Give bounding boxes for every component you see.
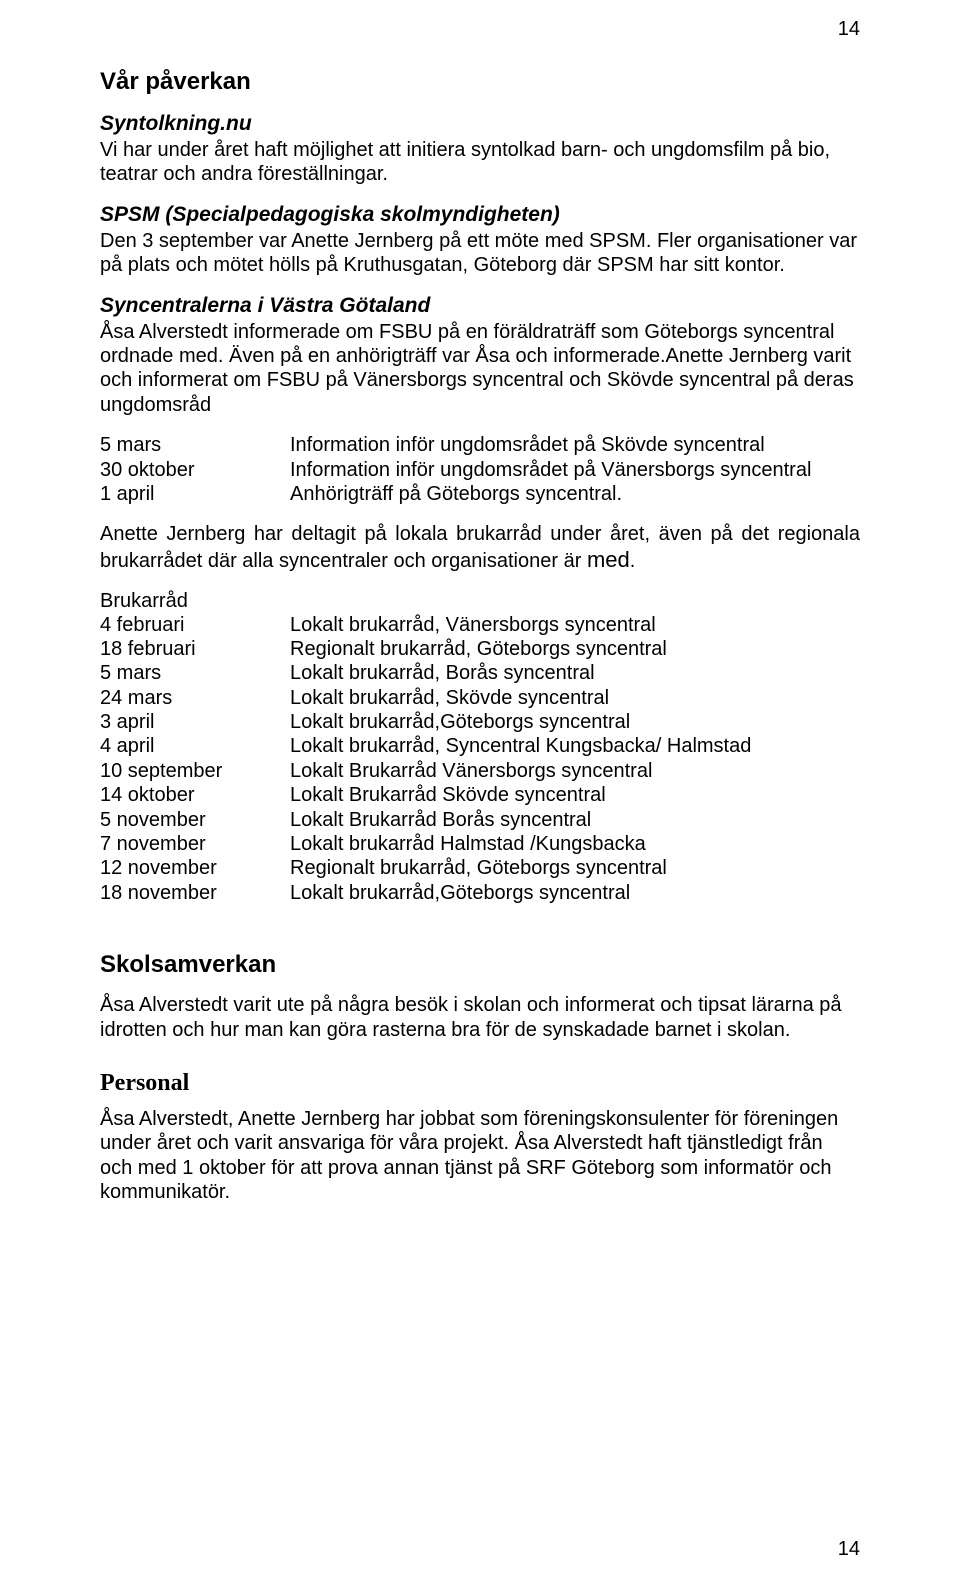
list-item: 12 novemberRegionalt brukarråd, Göteborg… [100,856,860,880]
para-brukarrad-intro-text: Anette Jernberg har deltagit på lokala b… [100,523,860,571]
list-item-date: 7 november [100,832,290,856]
list-item-desc: Lokalt brukarråd, Vänersborgs syncentral [290,613,860,637]
para-brukarrad-intro-tail: med [587,547,630,572]
list-item-desc: Information inför ungdomsrådet på Skövde… [290,433,860,457]
list-item-desc: Lokalt Brukarråd Skövde syncentral [290,783,860,807]
list-item-desc: Lokalt brukarråd, Syncentral Kungsbacka/… [290,734,860,758]
list-item-desc: Regionalt brukarråd, Göteborgs syncentra… [290,637,860,661]
list-item-desc: Information inför ungdomsrådet på Väners… [290,458,860,482]
heading-spsm: SPSM (Specialpedagogiska skolmyndigheten… [100,203,860,227]
list-item-date: 3 april [100,710,290,734]
list-item-desc: Anhörigträff på Göteborgs syncentral. [290,482,860,506]
list-item-date: 5 november [100,808,290,832]
list-item-date: 12 november [100,856,290,880]
brukarrad-list: 4 februariLokalt brukarråd, Vänersborgs … [100,613,860,906]
list-item-desc: Lokalt Brukarråd Borås syncentral [290,808,860,832]
list-item: 30 oktoberInformation inför ungdomsrådet… [100,458,860,482]
list-item-desc: Lokalt Brukarråd Vänersborgs syncentral [290,759,860,783]
list-item-date: 5 mars [100,661,290,685]
list-item: 4 aprilLokalt brukarråd, Syncentral Kung… [100,734,860,758]
list-item: 5 marsLokalt brukarråd, Borås syncentral [100,661,860,685]
body-syntolkning: Vi har under året haft möjlighet att ini… [100,138,860,187]
heading-skolsamverkan: Skolsamverkan [100,951,860,979]
page-number-top: 14 [838,18,860,41]
list-item: 18 novemberLokalt brukarråd,Göteborgs sy… [100,881,860,905]
list-item-date: 30 oktober [100,458,290,482]
list-item-desc: Lokalt brukarråd,Göteborgs syncentral [290,710,860,734]
heading-main: Vår påverkan [100,68,860,96]
list-item: 18 februariRegionalt brukarråd, Göteborg… [100,637,860,661]
list-item: 5 marsInformation inför ungdomsrådet på … [100,433,860,457]
list-item-date: 18 februari [100,637,290,661]
list-item-date: 1 april [100,482,290,506]
list-item-desc: Lokalt brukarråd Halmstad /Kungsbacka [290,832,860,856]
para-brukarrad-intro-period: . [630,550,636,572]
para-brukarrad-intro: Anette Jernberg har deltagit på lokala b… [100,522,860,573]
list-item: 14 oktober Lokalt Brukarråd Skövde synce… [100,783,860,807]
list-item-date: 5 mars [100,433,290,457]
body-skolsamverkan: Åsa Alverstedt varit ute på några besök … [100,993,860,1042]
list-item: 10 septemberLokalt Brukarråd Vänersborgs… [100,759,860,783]
list-item-desc: Regionalt brukarråd, Göteborgs syncentra… [290,856,860,880]
list-item: 3 april Lokalt brukarråd,Göteborgs synce… [100,710,860,734]
body-spsm: Den 3 september var Anette Jernberg på e… [100,229,860,278]
list-item: 7 novemberLokalt brukarråd Halmstad /Kun… [100,832,860,856]
label-brukarrad: Brukarråd [100,590,860,613]
events-list-1: 5 marsInformation inför ungdomsrådet på … [100,433,860,506]
list-item-date: 10 september [100,759,290,783]
body-syncentralerna: Åsa Alverstedt informerade om FSBU på en… [100,320,860,418]
list-item-desc: Lokalt brukarråd, Skövde syncentral [290,686,860,710]
document-page: 14 Vår påverkan Syntolkning.nu Vi har un… [0,0,960,1585]
list-item-date: 4 februari [100,613,290,637]
list-item: 4 februariLokalt brukarråd, Vänersborgs … [100,613,860,637]
list-item-desc: Lokalt brukarråd, Borås syncentral [290,661,860,685]
list-item: 1 aprilAnhörigträff på Göteborgs syncent… [100,482,860,506]
body-personal: Åsa Alverstedt, Anette Jernberg har jobb… [100,1107,860,1205]
list-item: 24 marsLokalt brukarråd, Skövde syncentr… [100,686,860,710]
list-item-date: 18 november [100,881,290,905]
list-item-desc: Lokalt brukarråd,Göteborgs syncentral [290,881,860,905]
list-item-date: 24 mars [100,686,290,710]
list-item-date: 4 april [100,734,290,758]
heading-syncentralerna: Syncentralerna i Västra Götaland [100,294,860,318]
heading-syntolkning: Syntolkning.nu [100,112,860,136]
heading-personal: Personal [100,1070,860,1097]
list-item-date: 14 oktober [100,783,290,807]
list-item: 5 november Lokalt Brukarråd Borås syncen… [100,808,860,832]
page-number-bottom: 14 [838,1538,860,1561]
